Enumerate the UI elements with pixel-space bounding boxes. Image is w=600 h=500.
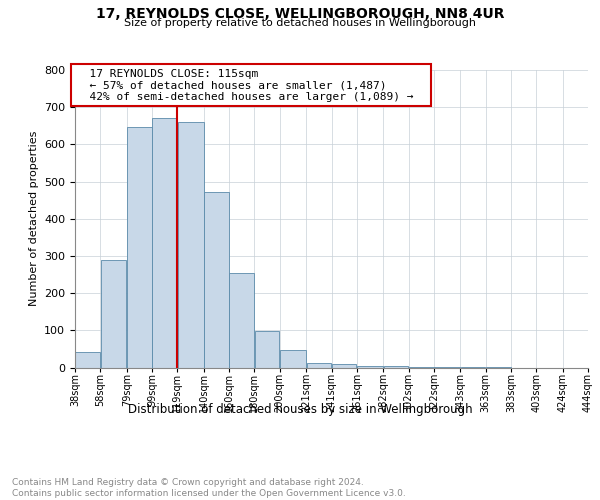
Bar (152, 118, 177, 368)
Text: Size of property relative to detached houses in Wellingborough: Size of property relative to detached ho… (124, 18, 476, 28)
Text: 17 REYNOLDS CLOSE: 115sqm
  ← 57% of detached houses are smaller (1,487)
  42% o: 17 REYNOLDS CLOSE: 115sqm ← 57% of detac… (76, 68, 427, 102)
Bar (409, 367, 434, 368)
Bar (178, 122, 203, 368)
Text: 17, REYNOLDS CLOSE, WELLINGBOROUGH, NN8 4UR: 17, REYNOLDS CLOSE, WELLINGBOROUGH, NN8 … (96, 8, 504, 22)
Text: Contains HM Land Registry data © Crown copyright and database right 2024.
Contai: Contains HM Land Registry data © Crown c… (12, 478, 406, 498)
Y-axis label: Number of detached properties: Number of detached properties (29, 131, 38, 306)
Bar (229, 272, 254, 368)
Bar (357, 366, 383, 368)
Bar (76, 352, 100, 368)
Text: Distribution of detached houses by size in Wellingborough: Distribution of detached houses by size … (128, 402, 472, 415)
Bar (383, 366, 408, 368)
Bar (280, 350, 306, 368)
Bar (101, 260, 127, 368)
Bar (127, 126, 152, 368)
Bar (307, 362, 331, 368)
Bar (332, 364, 356, 368)
Bar (255, 330, 280, 368)
Bar (204, 192, 229, 368)
